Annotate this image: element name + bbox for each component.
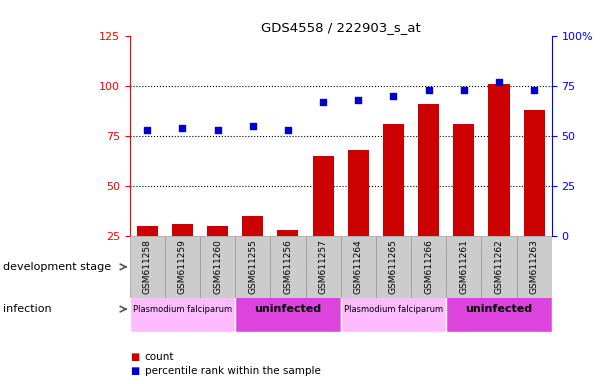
Point [459, 87, 469, 93]
Text: uninfected: uninfected [466, 304, 532, 314]
Bar [165, 236, 200, 298]
Point [213, 127, 223, 133]
Bar [523, 110, 545, 236]
Bar [277, 230, 298, 236]
Text: GSM611266: GSM611266 [424, 239, 433, 294]
Bar [172, 224, 193, 236]
Bar [341, 248, 552, 286]
Bar [446, 286, 552, 332]
Text: percentile rank within the sample: percentile rank within the sample [145, 366, 321, 376]
Bar [306, 236, 341, 298]
Bar [200, 236, 235, 298]
Text: polychromatophilic 10 day differentiation: polychromatophilic 10 day differentiatio… [141, 262, 329, 271]
Point [178, 125, 188, 131]
Bar [341, 236, 376, 298]
Text: orthochromatic 14 day differentiation: orthochromatic 14 day differentiation [361, 262, 531, 271]
Point [142, 127, 152, 133]
Text: GSM611261: GSM611261 [459, 239, 469, 294]
Text: infection: infection [3, 304, 52, 314]
Text: GSM611255: GSM611255 [248, 239, 257, 294]
Text: GSM611264: GSM611264 [354, 239, 363, 294]
Text: Plasmodium falciparum: Plasmodium falciparum [344, 305, 443, 314]
Bar [488, 84, 510, 236]
Bar [130, 286, 235, 332]
Point [424, 87, 434, 93]
Bar [130, 248, 341, 286]
Bar [453, 124, 475, 236]
Bar [235, 236, 270, 298]
Text: Plasmodium falciparum: Plasmodium falciparum [133, 305, 232, 314]
Bar [242, 216, 264, 236]
Point [318, 99, 328, 106]
Text: GSM611257: GSM611257 [318, 239, 327, 294]
Text: uninfected: uninfected [254, 304, 321, 314]
Text: GSM611263: GSM611263 [529, 239, 538, 294]
Bar [481, 236, 517, 298]
Point [353, 97, 363, 103]
Bar [446, 236, 481, 298]
Bar [137, 226, 158, 236]
Text: ■: ■ [130, 352, 139, 362]
Text: GSM611258: GSM611258 [143, 239, 152, 294]
Text: count: count [145, 352, 174, 362]
Point [248, 123, 257, 129]
Bar [411, 236, 446, 298]
Title: GDS4558 / 222903_s_at: GDS4558 / 222903_s_at [261, 21, 420, 34]
Bar [418, 104, 439, 236]
Bar [270, 236, 306, 298]
Bar [348, 150, 369, 236]
Bar [207, 226, 228, 236]
Point [283, 127, 293, 133]
Text: development stage: development stage [3, 262, 111, 272]
Text: ■: ■ [130, 366, 139, 376]
Bar [383, 124, 404, 236]
Text: GSM611262: GSM611262 [494, 239, 504, 294]
Text: GSM611256: GSM611256 [283, 239, 292, 294]
Point [388, 93, 398, 99]
Point [494, 79, 504, 86]
Bar [235, 286, 341, 332]
Point [529, 87, 539, 93]
Bar [312, 156, 333, 236]
Bar [341, 286, 446, 332]
Bar [130, 236, 165, 298]
Bar [376, 236, 411, 298]
Text: GSM611260: GSM611260 [213, 239, 222, 294]
Text: GSM611265: GSM611265 [389, 239, 398, 294]
Bar [517, 236, 552, 298]
Text: GSM611259: GSM611259 [178, 239, 187, 294]
